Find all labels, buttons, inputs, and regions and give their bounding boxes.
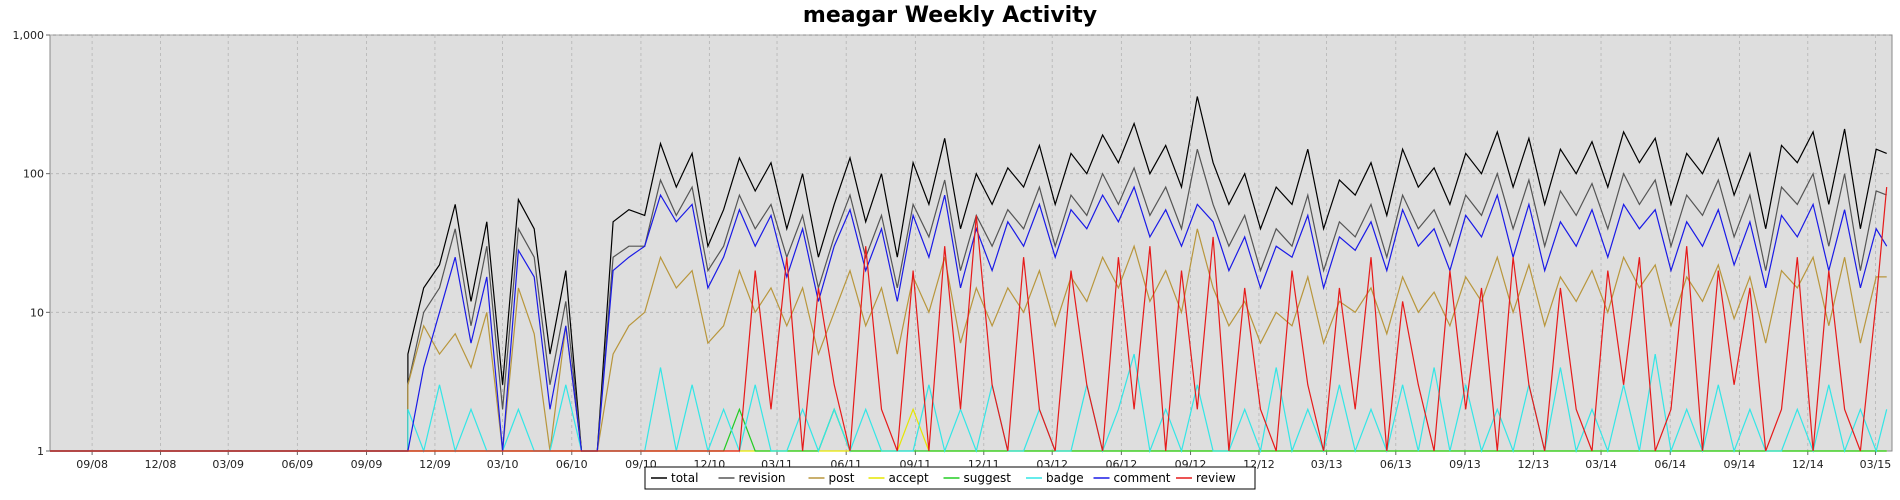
x-tick-label: 03/10: [487, 458, 519, 471]
series-line-revision: [50, 149, 1887, 452]
plot-area: [49, 34, 1893, 452]
legend-label-accept: accept: [889, 471, 930, 485]
y-tick-label: 1,000: [13, 29, 45, 42]
legend-label-review: review: [1196, 471, 1236, 485]
x-tick-label: 12/09: [419, 458, 451, 471]
x-tick-label: 06/13: [1380, 458, 1412, 471]
legend-label-suggest: suggest: [964, 471, 1012, 485]
legend-label-revision: revision: [739, 471, 786, 485]
y-tick-label: 10: [30, 306, 44, 319]
legend-label-total: total: [671, 471, 698, 485]
x-tick-label: 12/14: [1792, 458, 1824, 471]
y-tick-label: 100: [23, 168, 44, 181]
x-tick-label: 09/14: [1724, 458, 1756, 471]
x-tick-label: 09/13: [1449, 458, 1481, 471]
x-tick-label: 06/10: [556, 458, 588, 471]
legend-label-post: post: [829, 471, 855, 485]
legend: total revision post accept suggest badge comme…: [644, 466, 1256, 490]
x-tick-label: 09/09: [351, 458, 383, 471]
x-tick-label: 06/09: [282, 458, 314, 471]
series-line-total: [50, 96, 1887, 452]
y-axis: 1 10 100 1,000: [13, 29, 50, 458]
series-line-comment: [50, 185, 1888, 452]
x-tick-label: 03/14: [1585, 458, 1617, 471]
x-tick-label: 12/13: [1518, 458, 1550, 471]
x-tick-label: 03/15: [1860, 458, 1892, 471]
legend-label-badge: badge: [1046, 471, 1084, 485]
series-lines: [50, 96, 1888, 454]
x-tick-label: 03/13: [1311, 458, 1343, 471]
series-line-post: [50, 228, 1887, 452]
x-tick-label: 09/08: [76, 458, 108, 471]
x-tick-label: 03/09: [212, 458, 244, 471]
x-tick-label: 06/14: [1654, 458, 1686, 471]
y-tick-label: 1: [37, 445, 44, 458]
x-tick-label: 12/08: [145, 458, 177, 471]
legend-label-comment: comment: [1114, 471, 1171, 485]
grid-lines: [50, 34, 1892, 451]
series-line-review: [50, 187, 1888, 452]
chart-title: meagar Weekly Activity: [803, 3, 1097, 28]
